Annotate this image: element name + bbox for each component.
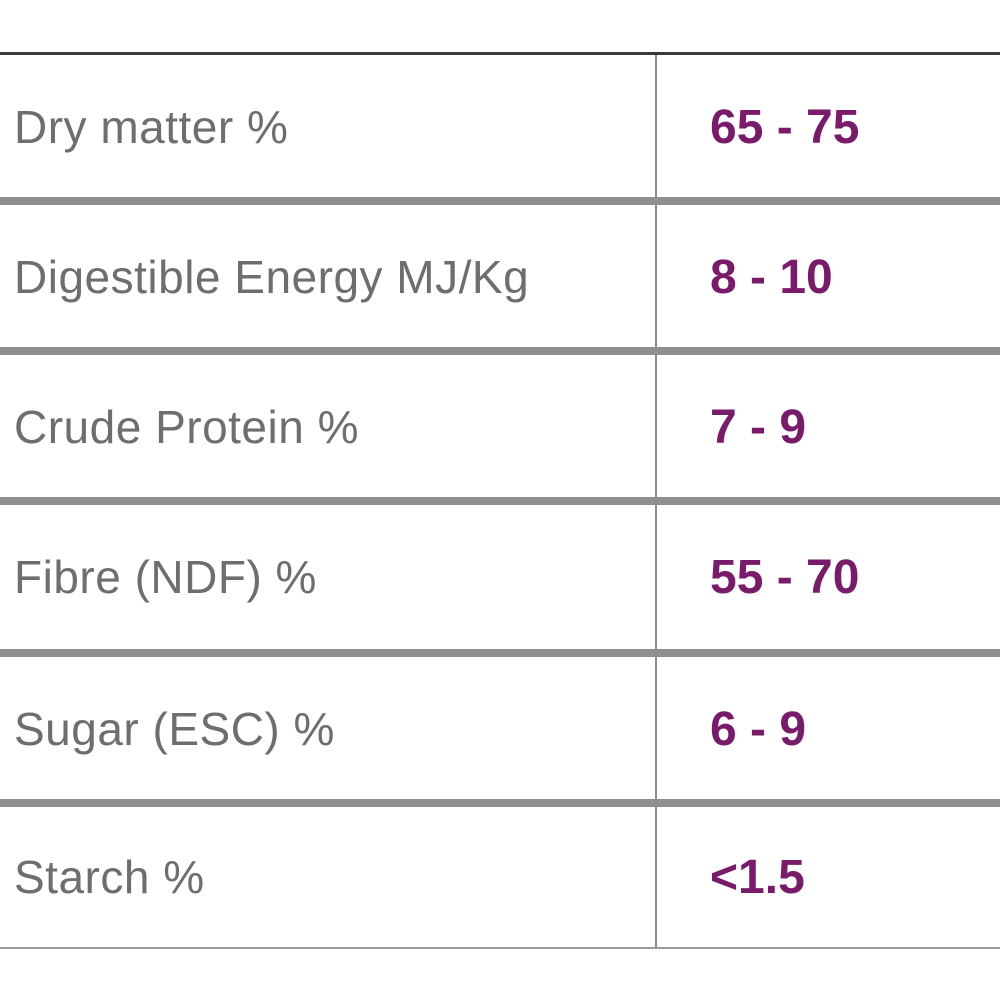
row-label: Crude Protein % (14, 401, 359, 453)
row-separator (0, 649, 1000, 657)
row-separator (0, 197, 1000, 205)
row-label: Dry matter % (14, 101, 289, 153)
row-value: 65 - 75 (710, 100, 860, 154)
row-separator (0, 347, 1000, 355)
table-bottom-border (0, 947, 1000, 949)
table-row: Dry matter % 65 - 75 (0, 57, 1000, 197)
row-label: Fibre (NDF) % (14, 551, 317, 603)
table-row: Fibre (NDF) % 55 - 70 (0, 507, 1000, 647)
row-label: Starch % (14, 851, 205, 903)
row-value: 7 - 9 (710, 400, 807, 454)
row-label: Digestible Energy MJ/Kg (14, 251, 530, 303)
row-value: 55 - 70 (710, 550, 860, 604)
row-separator (0, 799, 1000, 807)
table-top-border (0, 52, 1000, 55)
table-row: Starch % <1.5 (0, 807, 1000, 947)
table-row: Crude Protein % 7 - 9 (0, 357, 1000, 497)
row-value: 8 - 10 (710, 250, 833, 304)
row-label: Sugar (ESC) % (14, 703, 335, 755)
table-row: Digestible Energy MJ/Kg 8 - 10 (0, 207, 1000, 347)
row-separator (0, 497, 1000, 505)
row-value: <1.5 (710, 850, 805, 904)
table-row: Sugar (ESC) % 6 - 9 (0, 659, 1000, 799)
row-value: 6 - 9 (710, 702, 807, 756)
